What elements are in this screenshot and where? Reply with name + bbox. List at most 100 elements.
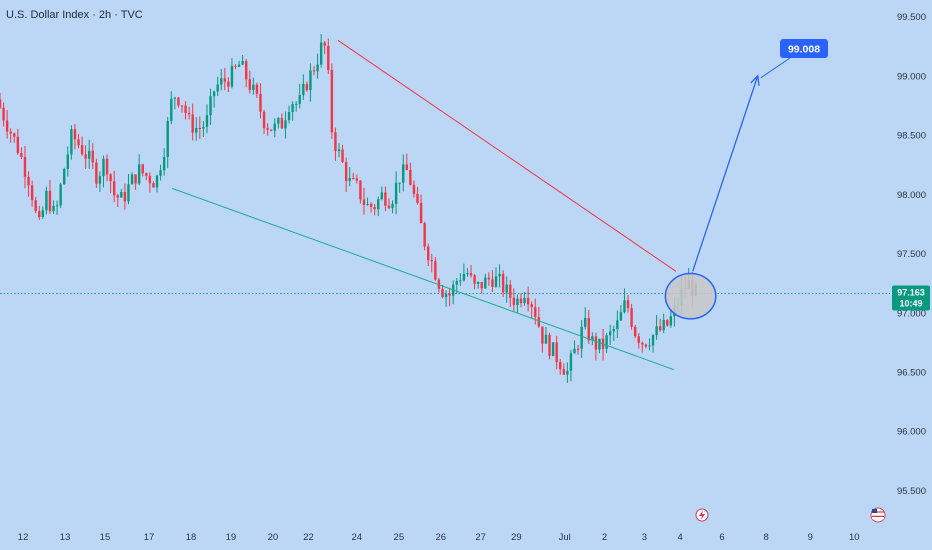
- x-tick-label: 18: [186, 532, 197, 543]
- candle-body: [305, 83, 309, 91]
- candle-body: [462, 273, 466, 281]
- y-tick-label: 99.500: [897, 12, 926, 23]
- y-tick-label: 96.500: [897, 367, 926, 378]
- current-price-tag: [892, 285, 930, 311]
- candle-body: [484, 277, 487, 289]
- candle-body: [423, 223, 426, 247]
- candle-body: [137, 164, 141, 184]
- candle-body: [580, 326, 583, 349]
- candle-body: [494, 276, 498, 287]
- x-tick-label: 20: [268, 532, 279, 543]
- candle-body: [341, 149, 344, 162]
- candle-body: [152, 183, 155, 188]
- candle-body: [273, 123, 276, 131]
- candle-body: [216, 84, 219, 92]
- y-tick-label: 95.500: [897, 486, 926, 497]
- candle-body: [409, 170, 412, 185]
- candle-body: [612, 329, 615, 332]
- candle-body: [655, 326, 658, 336]
- candle-body: [369, 203, 373, 207]
- x-tick-label: 26: [436, 532, 447, 543]
- candle-body: [284, 120, 287, 129]
- candle-body: [302, 83, 305, 96]
- x-tick-label: 27: [475, 532, 486, 543]
- candle-body: [562, 369, 566, 375]
- candle-body: [637, 336, 640, 343]
- candle-body: [616, 320, 619, 330]
- candle-body: [541, 326, 544, 344]
- candle-body: [120, 191, 123, 198]
- symbol-title: U.S. Dollar Index · 2h · TVC: [6, 9, 143, 21]
- resistance-trendline: [337, 39, 677, 272]
- candle-body: [123, 191, 127, 202]
- candle-body: [402, 164, 405, 183]
- candle-body: [526, 298, 530, 305]
- candle-body: [70, 129, 73, 155]
- time-axis[interactable]: 12 13 15 17 18 19 20 22 24 25 26 27 29 Jul 2 3 4 6 8 9 10: [18, 532, 860, 543]
- candle-body: [641, 342, 644, 345]
- x-tick-label: 15: [100, 532, 111, 543]
- candle-body: [377, 199, 380, 210]
- candle-body: [666, 319, 669, 326]
- candle-body: [102, 158, 105, 177]
- candle-body: [73, 129, 77, 140]
- candle-body: [316, 64, 319, 72]
- candle-body: [394, 182, 398, 204]
- candle-body: [416, 193, 419, 203]
- candle-body: [9, 131, 12, 134]
- candle-body: [230, 65, 234, 87]
- candle-body: [644, 344, 648, 347]
- candle-body: [80, 145, 84, 155]
- y-tick-label: 98.000: [897, 190, 926, 201]
- candle-body: [584, 317, 587, 327]
- candle-body: [434, 261, 437, 280]
- x-tick-label: 22: [303, 532, 314, 543]
- candle-body: [241, 61, 244, 65]
- x-tick-label: 10: [849, 532, 860, 543]
- candle-body: [626, 300, 630, 309]
- candle-body: [13, 133, 16, 137]
- candle-body: [651, 335, 655, 346]
- x-tick-label: 8: [764, 532, 769, 543]
- candle-body: [573, 348, 576, 354]
- candle-body: [66, 154, 69, 169]
- candle-body: [173, 97, 177, 99]
- x-tick-label: 9: [808, 532, 813, 543]
- candle-body: [430, 260, 433, 262]
- candle-body: [319, 42, 323, 65]
- candle-body: [198, 127, 202, 129]
- candle-body: [608, 331, 612, 336]
- target-callout-box: [780, 39, 828, 58]
- candle-body: [166, 121, 169, 158]
- candle-body: [373, 206, 376, 210]
- candle-body: [355, 178, 359, 181]
- candle-body: [109, 174, 112, 182]
- candle-body: [398, 182, 401, 184]
- candle-body: [38, 211, 41, 218]
- candle-body: [473, 275, 476, 284]
- x-tick-label: 4: [677, 532, 682, 543]
- candle-body: [594, 336, 598, 350]
- candle-body: [27, 176, 30, 186]
- candle-body: [412, 184, 416, 194]
- candle-body: [145, 173, 148, 176]
- x-tick-label: 25: [394, 532, 405, 543]
- candle-body: [177, 97, 180, 106]
- candle-body: [384, 192, 387, 206]
- candle-body: [501, 273, 505, 293]
- candle-body: [191, 114, 194, 133]
- candle-body: [45, 190, 48, 211]
- candle-body: [294, 103, 298, 105]
- candle-body: [469, 273, 473, 276]
- candle-body: [309, 70, 312, 91]
- candle-body: [5, 120, 9, 132]
- candle-body: [227, 81, 230, 87]
- x-tick-label: 3: [642, 532, 647, 543]
- candle-body: [487, 277, 491, 280]
- candle-body: [41, 210, 45, 218]
- candle-body: [523, 298, 526, 304]
- candle-body: [220, 78, 223, 85]
- price-axis[interactable]: 99.500 99.000 98.500 98.000 97.500 97.000 96.5…: [897, 12, 926, 497]
- candle-body: [505, 284, 508, 293]
